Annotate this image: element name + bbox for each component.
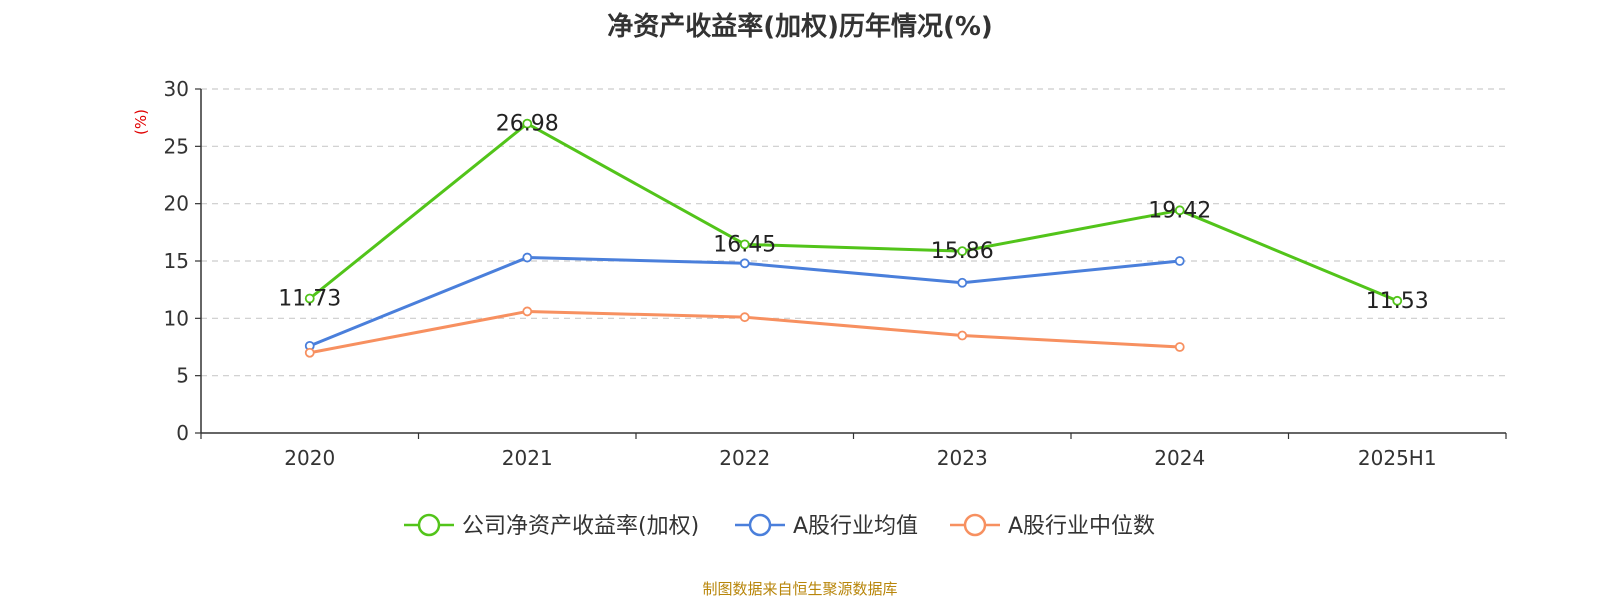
- data-point: [957, 277, 968, 288]
- y-tick-label: 15: [164, 249, 189, 273]
- data-point: [1392, 295, 1403, 306]
- legend-marker: [417, 513, 441, 537]
- data-point: [1174, 205, 1185, 216]
- line-chart: (%) 0 5 10 15 20 25 30 2020 2021 2022 2023 2024 2025…: [132, 77, 1507, 539]
- data-point: [739, 258, 750, 269]
- x-tick-label: 2024: [1154, 446, 1205, 470]
- data-labels: 11.73 26.98 16.45 15.86 19.42 11.53: [278, 112, 1428, 314]
- y-tick-label: 10: [164, 306, 189, 330]
- data-label: 11.53: [1366, 289, 1429, 314]
- data-point: [522, 118, 533, 129]
- y-tick-label: 0: [176, 421, 189, 445]
- data-label: 26.98: [496, 112, 559, 137]
- series-line: [309, 256, 1180, 348]
- x-tick-label: 2021: [502, 446, 553, 470]
- data-label: 11.73: [278, 286, 341, 311]
- x-tick-label: 2020: [284, 446, 335, 470]
- data-label: 15.86: [931, 239, 994, 264]
- data-point: [304, 293, 315, 304]
- series-lines: [304, 118, 1403, 358]
- data-source-note: 制图数据来自恒生聚源数据库: [702, 580, 898, 598]
- series-line: [308, 122, 1398, 303]
- data-point: [1174, 342, 1185, 352]
- y-tick-label: 30: [164, 77, 189, 101]
- y-axis-label: (%): [132, 109, 150, 135]
- legend-label: 公司净资产收益率(加权): [462, 514, 699, 539]
- x-tick-label: 2023: [937, 446, 988, 470]
- data-point: [304, 347, 315, 358]
- legend-marker: [963, 513, 987, 537]
- data-point: [739, 239, 750, 250]
- legend-label: A股行业均值: [793, 514, 918, 539]
- data-point: [739, 312, 750, 323]
- legend-label: A股行业中位数: [1008, 514, 1155, 539]
- data-point: [522, 252, 533, 263]
- x-tick-label: 2025H1: [1358, 446, 1437, 470]
- data-point: [957, 330, 968, 341]
- legend: 公司净资产收益率(加权) A股行业均值 A股行业中位数: [404, 513, 1155, 539]
- chart-title: 净资产收益率(加权)历年情况(%): [607, 12, 993, 42]
- data-point: [1174, 256, 1185, 266]
- data-point: [957, 246, 968, 257]
- data-label: 19.42: [1148, 198, 1211, 223]
- y-tick-label: 25: [164, 134, 189, 158]
- data-label: 16.45: [713, 232, 776, 257]
- axes: 0 5 10 15 20 25 30 2020 2021 2022 2023 2024 2025H1: [164, 77, 1507, 470]
- x-tick-label: 2022: [719, 446, 770, 470]
- legend-marker: [748, 513, 772, 537]
- data-point: [522, 306, 533, 317]
- grid-lines: [201, 88, 1506, 377]
- y-tick-label: 5: [176, 364, 189, 388]
- y-tick-label: 20: [164, 192, 189, 216]
